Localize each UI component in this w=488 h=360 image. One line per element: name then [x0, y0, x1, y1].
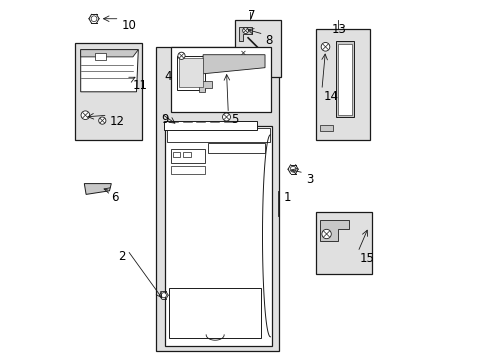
Text: 12: 12	[110, 115, 124, 128]
Text: 5: 5	[231, 113, 238, 126]
Bar	[172, 152, 179, 157]
Circle shape	[242, 28, 248, 33]
Text: 14: 14	[323, 90, 338, 103]
Bar	[75, 43, 142, 140]
Polygon shape	[81, 50, 138, 57]
Circle shape	[240, 50, 246, 56]
Polygon shape	[84, 184, 111, 194]
Polygon shape	[199, 81, 212, 92]
Text: 8: 8	[265, 34, 272, 47]
Text: 7: 7	[247, 9, 255, 22]
Text: 9: 9	[162, 113, 169, 126]
Bar	[156, 47, 278, 351]
Bar	[338, 44, 351, 115]
Bar	[177, 56, 204, 90]
Bar	[170, 166, 204, 174]
Polygon shape	[81, 50, 138, 92]
Polygon shape	[239, 27, 251, 41]
Circle shape	[99, 117, 106, 124]
Bar	[168, 288, 261, 338]
Circle shape	[321, 229, 330, 239]
Polygon shape	[320, 220, 348, 241]
Text: 6: 6	[111, 191, 119, 204]
Circle shape	[161, 293, 166, 298]
Bar	[95, 53, 106, 60]
Text: 15: 15	[359, 252, 374, 265]
Circle shape	[81, 111, 89, 120]
Text: 2: 2	[118, 250, 125, 263]
Polygon shape	[320, 125, 332, 131]
Bar	[235, 20, 280, 77]
Bar	[170, 47, 271, 112]
Circle shape	[321, 42, 329, 51]
Bar	[170, 149, 204, 163]
Circle shape	[222, 113, 230, 121]
Bar	[163, 121, 257, 130]
Text: 13: 13	[331, 23, 346, 36]
Bar	[179, 58, 203, 87]
Bar	[316, 29, 370, 140]
Circle shape	[178, 52, 185, 59]
Bar	[167, 128, 270, 142]
Text: 1: 1	[283, 191, 290, 204]
Polygon shape	[203, 55, 264, 74]
Bar	[165, 126, 272, 346]
Circle shape	[289, 166, 295, 172]
Polygon shape	[241, 47, 258, 67]
Circle shape	[91, 16, 97, 22]
Text: 3: 3	[305, 173, 312, 186]
Bar	[316, 212, 371, 274]
Bar	[336, 41, 354, 117]
Bar	[208, 143, 264, 153]
Text: 11: 11	[133, 79, 147, 92]
Text: 10: 10	[121, 19, 136, 32]
Text: 4: 4	[164, 70, 172, 83]
Bar	[183, 152, 190, 157]
